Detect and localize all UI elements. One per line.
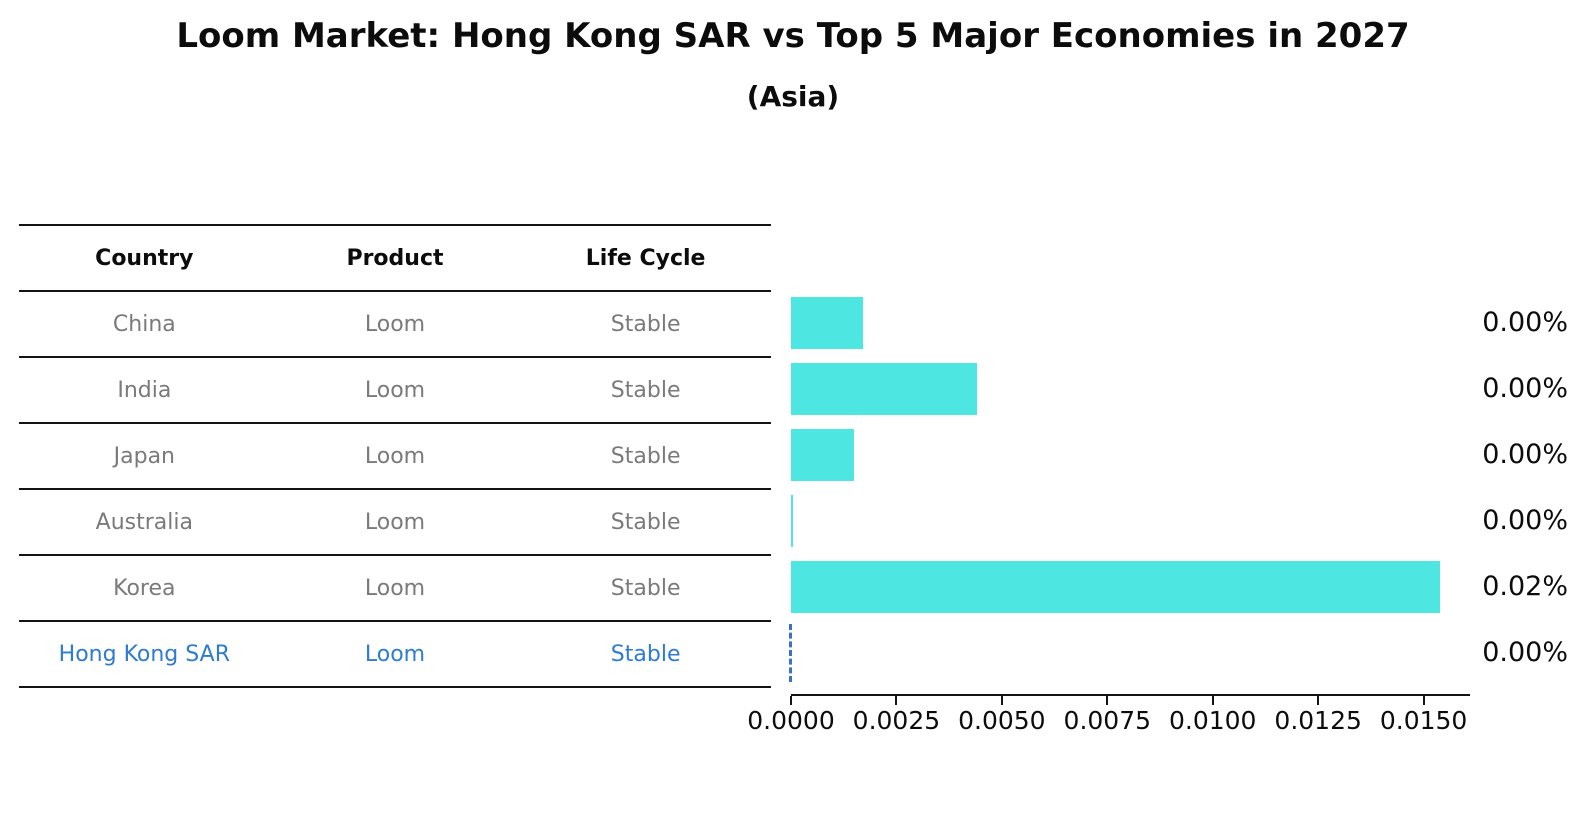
comparison-table: Country Product Life Cycle China Loom Stab… xyxy=(19,224,771,688)
country-cell: Hong Kong SAR xyxy=(58,641,230,667)
x-tick xyxy=(1106,696,1109,705)
table-header-row: Country Product Life Cycle xyxy=(19,226,771,292)
x-tick xyxy=(1000,696,1003,705)
product-cell: Loom xyxy=(364,509,426,535)
x-tick-label: 0.0075 xyxy=(1063,706,1152,735)
table-row: Korea Loom Stable xyxy=(19,556,771,622)
chart-title: Loom Market: Hong Kong SAR vs Top 5 Majo… xyxy=(176,16,1410,56)
lifecycle-cell: Stable xyxy=(610,641,681,667)
x-tick xyxy=(895,696,898,705)
table-row: Australia Loom Stable xyxy=(19,490,771,556)
table-row: India Loom Stable xyxy=(19,358,771,424)
x-tick xyxy=(1317,696,1320,705)
country-cell: Japan xyxy=(113,443,175,469)
bar-india xyxy=(791,363,977,415)
x-tick-label: 0.0050 xyxy=(958,706,1046,735)
x-tick-label: 0.0025 xyxy=(852,706,941,735)
column-header-product: Product xyxy=(346,245,444,271)
lifecycle-cell: Stable xyxy=(610,443,681,469)
x-tick-label: 0.0125 xyxy=(1274,706,1362,735)
bar-value-label: 0.00% xyxy=(1482,373,1568,404)
country-cell: India xyxy=(117,377,172,403)
lifecycle-cell: Stable xyxy=(610,509,681,535)
product-cell: Loom xyxy=(364,575,426,601)
bar-value-label: 0.00% xyxy=(1482,307,1568,338)
highlight-marker-dashed-line xyxy=(788,624,792,682)
x-axis-spine xyxy=(791,694,1470,696)
column-header-country: Country xyxy=(95,245,194,271)
bar-value-label: 0.02% xyxy=(1482,571,1568,602)
table-row: Japan Loom Stable xyxy=(19,424,771,490)
product-cell: Loom xyxy=(364,377,426,403)
x-tick-label: 0.0100 xyxy=(1168,706,1257,735)
product-cell: Loom xyxy=(364,311,426,337)
bar-value-label: 0.00% xyxy=(1482,439,1568,470)
bar-japan xyxy=(791,429,855,481)
x-tick xyxy=(790,696,792,705)
x-tick-label: 0.0000 xyxy=(747,706,835,735)
lifecycle-cell: Stable xyxy=(610,575,681,601)
product-cell: Loom xyxy=(364,443,426,469)
x-tick xyxy=(1422,696,1425,705)
bar-china xyxy=(791,297,863,349)
bar-korea xyxy=(791,561,1441,613)
bar-australia xyxy=(791,495,794,547)
table-row: China Loom Stable xyxy=(19,292,771,358)
country-cell: Australia xyxy=(95,509,193,535)
bar-value-label: 0.00% xyxy=(1482,637,1568,668)
bar-value-label: 0.00% xyxy=(1482,505,1568,536)
x-tick xyxy=(1211,696,1214,705)
country-cell: Korea xyxy=(113,575,176,601)
column-header-lifecycle: Life Cycle xyxy=(585,245,706,271)
lifecycle-cell: Stable xyxy=(610,311,681,337)
table-row: Hong Kong SAR Loom Stable xyxy=(19,622,771,686)
lifecycle-cell: Stable xyxy=(610,377,681,403)
country-cell: China xyxy=(112,311,176,337)
chart-subtitle: (Asia) xyxy=(746,80,840,113)
product-cell: Loom xyxy=(364,641,426,667)
x-tick-label: 0.0150 xyxy=(1379,706,1468,735)
